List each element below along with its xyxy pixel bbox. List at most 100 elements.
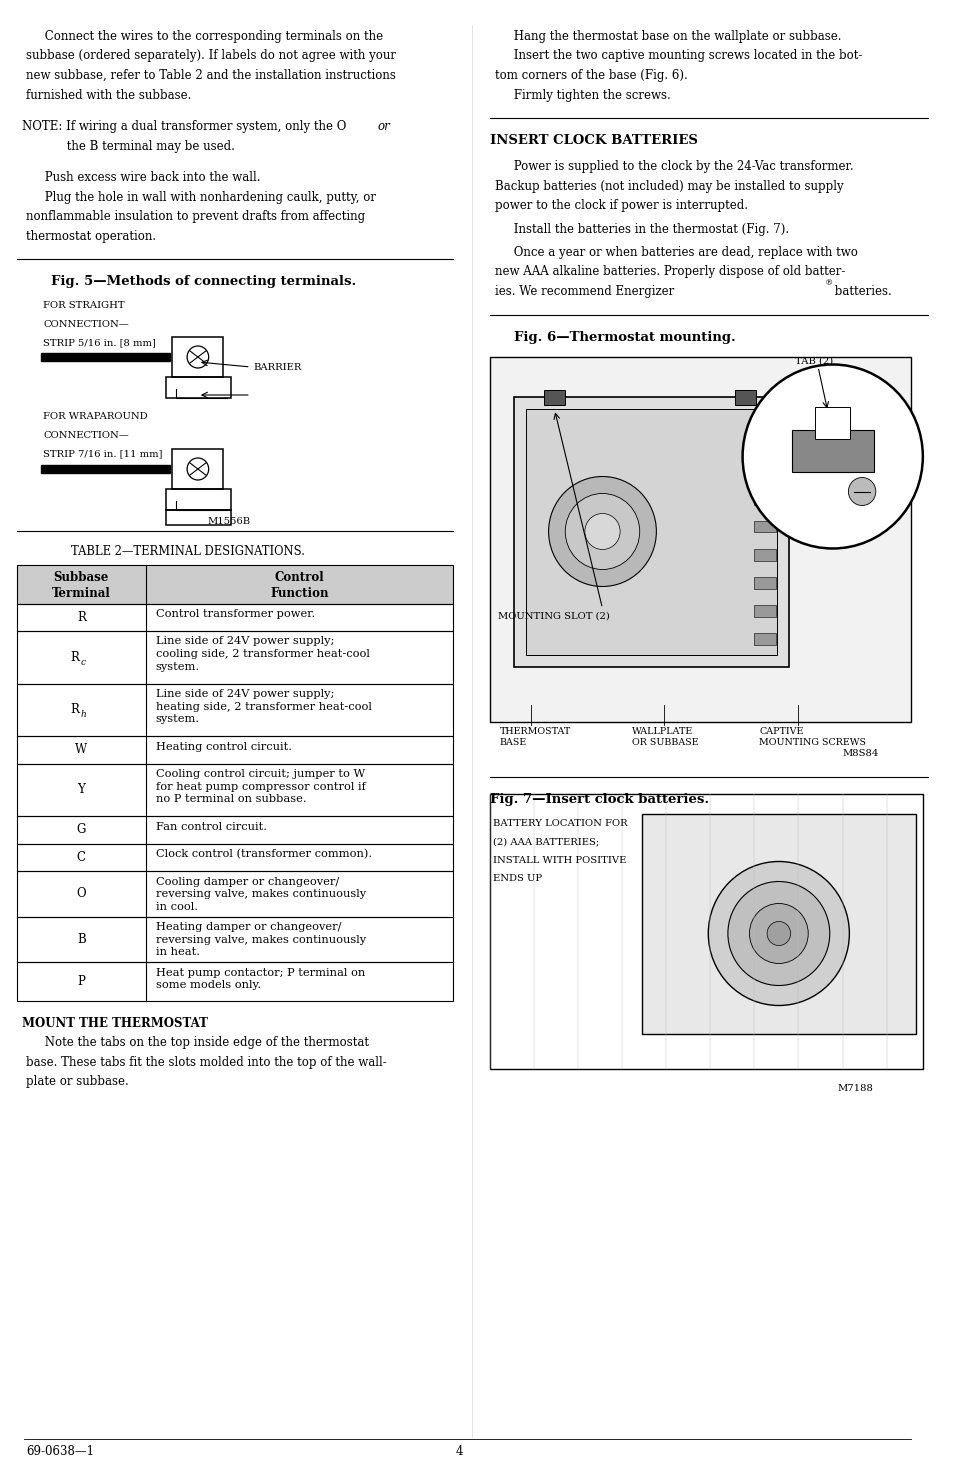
Text: M8S84: M8S84 <box>841 748 878 758</box>
Text: Line side of 24V power supply;
heating side, 2 transformer heat-cool
system.: Line side of 24V power supply; heating s… <box>155 689 372 724</box>
Text: Firmly tighten the screws.: Firmly tighten the screws. <box>495 88 670 102</box>
Text: new AAA alkaline batteries. Properly dispose of old batter-: new AAA alkaline batteries. Properly dis… <box>495 266 844 279</box>
Text: W: W <box>75 743 88 757</box>
Text: base. These tabs fit the slots molded into the top of the wall-: base. These tabs fit the slots molded in… <box>27 1056 387 1068</box>
Circle shape <box>766 922 790 945</box>
Bar <box>16 962 452 1000</box>
Text: tom corners of the base (Fig. 6).: tom corners of the base (Fig. 6). <box>495 69 687 83</box>
Bar <box>754 549 775 560</box>
Text: plate or subbase.: plate or subbase. <box>27 1075 129 1089</box>
Circle shape <box>565 494 639 569</box>
Text: FOR STRAIGHT: FOR STRAIGHT <box>43 301 125 310</box>
Bar <box>754 465 775 476</box>
Text: R: R <box>71 650 79 664</box>
Text: O: O <box>76 888 86 900</box>
Bar <box>16 683 452 736</box>
Bar <box>754 521 775 532</box>
Text: M7188: M7188 <box>837 1084 873 1093</box>
Text: CONNECTION—: CONNECTION— <box>43 431 129 440</box>
Text: Cooling control circuit; jumper to W
for heat pump compressor control if
no P te: Cooling control circuit; jumper to W for… <box>155 768 365 804</box>
Text: Fig. 5—Methods of connecting terminals.: Fig. 5—Methods of connecting terminals. <box>51 274 355 288</box>
Text: Power is supplied to the clock by the 24-Vac transformer.: Power is supplied to the clock by the 24… <box>495 159 853 173</box>
Text: Heating damper or changeover/
reversing valve, makes continuously
in heat.: Heating damper or changeover/ reversing … <box>155 922 366 957</box>
Bar <box>166 490 231 510</box>
Bar <box>489 357 910 721</box>
Bar <box>525 409 776 655</box>
Text: WALLPLATE
OR SUBBASE: WALLPLATE OR SUBBASE <box>631 727 698 746</box>
Text: Fig. 7—Insert clock batteries.: Fig. 7—Insert clock batteries. <box>489 792 708 805</box>
Text: Y: Y <box>77 783 85 796</box>
Bar <box>754 577 775 589</box>
Text: or: or <box>376 119 390 133</box>
Circle shape <box>707 861 848 1006</box>
Text: FOR WRAPAROUND: FOR WRAPAROUND <box>43 412 148 420</box>
Circle shape <box>847 478 875 506</box>
Circle shape <box>741 364 922 549</box>
Bar <box>41 465 171 473</box>
Text: Control transformer power.: Control transformer power. <box>155 609 314 620</box>
Text: Push excess wire back into the wall.: Push excess wire back into the wall. <box>27 171 261 184</box>
Text: Once a year or when batteries are dead, replace with two: Once a year or when batteries are dead, … <box>495 246 857 260</box>
Circle shape <box>727 882 829 985</box>
Bar <box>16 844 452 872</box>
Text: Backup batteries (not included) may be installed to supply: Backup batteries (not included) may be i… <box>495 180 842 193</box>
Text: MOUNTING SLOT (2): MOUNTING SLOT (2) <box>497 612 609 621</box>
Bar <box>16 916 452 962</box>
Bar <box>543 391 565 404</box>
Text: Insert the two captive mounting screws located in the bot-: Insert the two captive mounting screws l… <box>495 50 862 62</box>
Text: Plug the hole in wall with nonhardening caulk, putty, or: Plug the hole in wall with nonhardening … <box>27 190 376 204</box>
Bar <box>754 493 775 504</box>
Text: NOTE: If wiring a dual transformer system, only the O: NOTE: If wiring a dual transformer syste… <box>22 119 350 133</box>
Text: Subbase
Terminal: Subbase Terminal <box>51 571 111 600</box>
Text: TABLE 2—TERMINAL DESIGNATIONS.: TABLE 2—TERMINAL DESIGNATIONS. <box>71 544 304 558</box>
Text: B: B <box>77 932 86 945</box>
Text: Clock control (transformer common).: Clock control (transformer common). <box>155 850 372 860</box>
Bar <box>514 397 788 667</box>
Text: 69-0638—1: 69-0638—1 <box>27 1446 94 1457</box>
Text: Cooling damper or changeover/
reversing valve, makes continuously
in cool.: Cooling damper or changeover/ reversing … <box>155 876 366 912</box>
Circle shape <box>548 476 656 587</box>
Circle shape <box>749 904 807 963</box>
Text: BATTERY LOCATION FOR: BATTERY LOCATION FOR <box>493 819 627 827</box>
Text: CAPTIVE
MOUNTING SCREWS: CAPTIVE MOUNTING SCREWS <box>759 727 865 746</box>
Text: ENDS UP: ENDS UP <box>493 875 541 884</box>
Text: (2) AAA BATTERIES;: (2) AAA BATTERIES; <box>493 836 598 847</box>
Text: STRIP 7/16 in. [11 mm]: STRIP 7/16 in. [11 mm] <box>43 448 162 459</box>
Text: h: h <box>80 711 86 720</box>
Bar <box>814 407 849 438</box>
Text: the B terminal may be used.: the B terminal may be used. <box>48 140 234 152</box>
Bar <box>166 378 231 398</box>
Text: INSERT CLOCK BATTERIES: INSERT CLOCK BATTERIES <box>489 134 697 148</box>
Text: Control
Function: Control Function <box>270 571 328 600</box>
Bar <box>734 391 756 404</box>
Text: INSTALL WITH POSITIVE: INSTALL WITH POSITIVE <box>493 855 625 864</box>
Bar <box>16 764 452 816</box>
Text: CONNECTION—: CONNECTION— <box>43 320 129 329</box>
Text: nonflammable insulation to prevent drafts from affecting: nonflammable insulation to prevent draft… <box>27 209 365 223</box>
Text: batteries.: batteries. <box>830 285 890 298</box>
Bar <box>754 605 775 617</box>
Bar <box>16 631 452 683</box>
Text: THERMOSTAT
BASE: THERMOSTAT BASE <box>499 727 570 746</box>
Text: Install the batteries in the thermostat (Fig. 7).: Install the batteries in the thermostat … <box>495 223 788 236</box>
Text: Connect the wires to the corresponding terminals on the: Connect the wires to the corresponding t… <box>27 30 383 43</box>
Text: Heat pump contactor; P terminal on
some models only.: Heat pump contactor; P terminal on some … <box>155 968 365 990</box>
Bar <box>754 633 775 645</box>
Text: Note the tabs on the top inside edge of the thermostat: Note the tabs on the top inside edge of … <box>27 1035 369 1049</box>
Bar <box>41 353 171 361</box>
Text: Fan control circuit.: Fan control circuit. <box>155 822 267 832</box>
Bar <box>791 429 873 472</box>
Bar <box>16 816 452 844</box>
Text: 4: 4 <box>456 1446 462 1457</box>
Text: G: G <box>76 823 86 836</box>
Bar <box>172 448 223 490</box>
Text: thermostat operation.: thermostat operation. <box>27 230 156 242</box>
Text: furnished with the subbase.: furnished with the subbase. <box>27 88 192 102</box>
Text: Line side of 24V power supply;
cooling side, 2 transformer heat-cool
system.: Line side of 24V power supply; cooling s… <box>155 637 369 671</box>
Bar <box>166 510 231 525</box>
Text: BARRIER: BARRIER <box>253 363 302 372</box>
Circle shape <box>584 513 619 550</box>
Bar <box>16 736 452 764</box>
Text: new subbase, refer to Table 2 and the installation instructions: new subbase, refer to Table 2 and the in… <box>27 69 395 83</box>
Text: M1556B: M1556B <box>208 518 251 527</box>
